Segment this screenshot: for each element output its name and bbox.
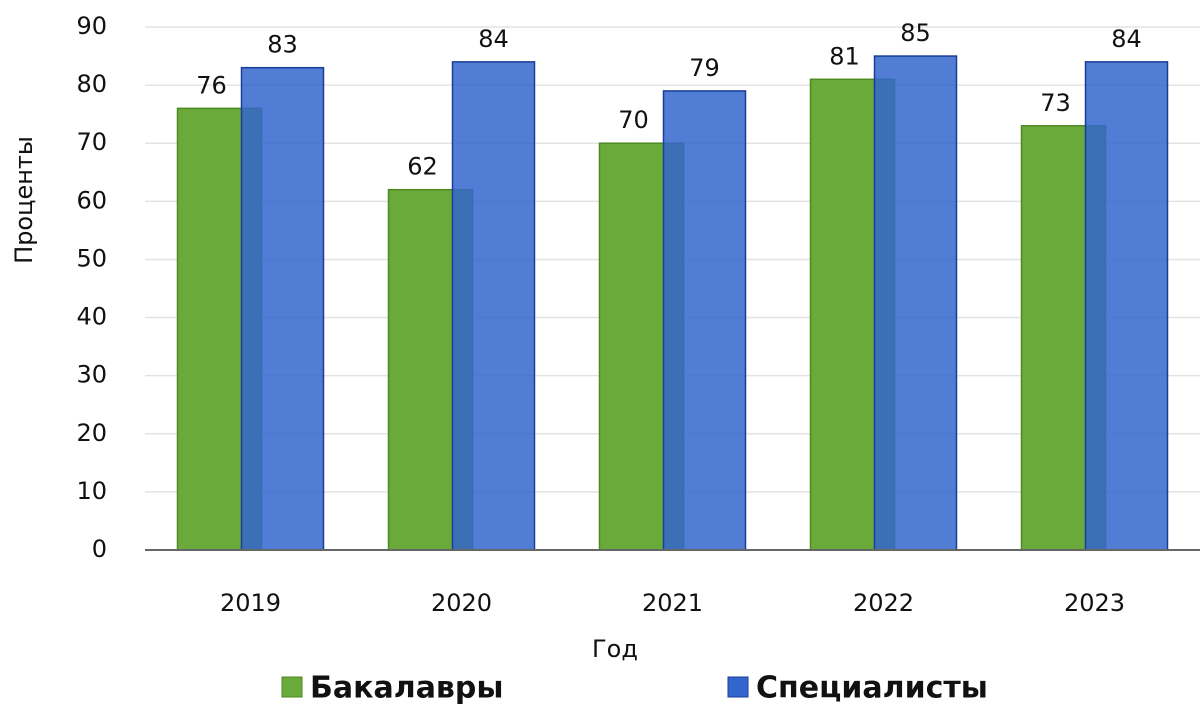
data-label: 79: [689, 54, 720, 82]
x-tick-label: 2020: [431, 589, 492, 617]
data-label: 62: [407, 153, 438, 181]
bar: [240, 66, 325, 551]
y-axis-label: Проценты: [10, 136, 38, 264]
legend-swatch: [727, 676, 749, 698]
x-tick-label: 2022: [853, 589, 914, 617]
legend-label: Бакалавры: [310, 671, 504, 705]
legend-label: Специалисты: [756, 671, 988, 705]
y-tick-label: 40: [76, 303, 107, 331]
data-label: 85: [900, 19, 931, 47]
data-label: 81: [829, 42, 860, 70]
y-tick-label: 30: [76, 361, 107, 389]
bar: [662, 90, 747, 551]
y-tick-label: 50: [76, 244, 107, 272]
bar: [451, 61, 536, 551]
bar: [1084, 61, 1169, 551]
y-tick-label: 20: [76, 419, 107, 447]
legend-swatch: [281, 676, 303, 698]
y-tick-label: 60: [76, 186, 107, 214]
bar: [873, 55, 958, 551]
y-tick-label: 80: [76, 70, 107, 98]
x-tick-label: 2021: [642, 589, 703, 617]
data-label: 73: [1040, 89, 1071, 117]
data-label: 84: [1111, 25, 1142, 53]
data-label: 83: [267, 31, 298, 59]
data-label: 70: [618, 106, 649, 134]
x-tick-label: 2019: [220, 589, 281, 617]
data-label: 84: [478, 25, 509, 53]
y-tick-label: 10: [76, 477, 107, 505]
y-tick-label: 70: [76, 128, 107, 156]
x-axis-label: Год: [592, 635, 638, 663]
x-tick-label: 2023: [1064, 589, 1125, 617]
data-label: 76: [196, 71, 227, 99]
y-tick-label: 0: [92, 535, 107, 563]
y-tick-label: 90: [76, 12, 107, 40]
